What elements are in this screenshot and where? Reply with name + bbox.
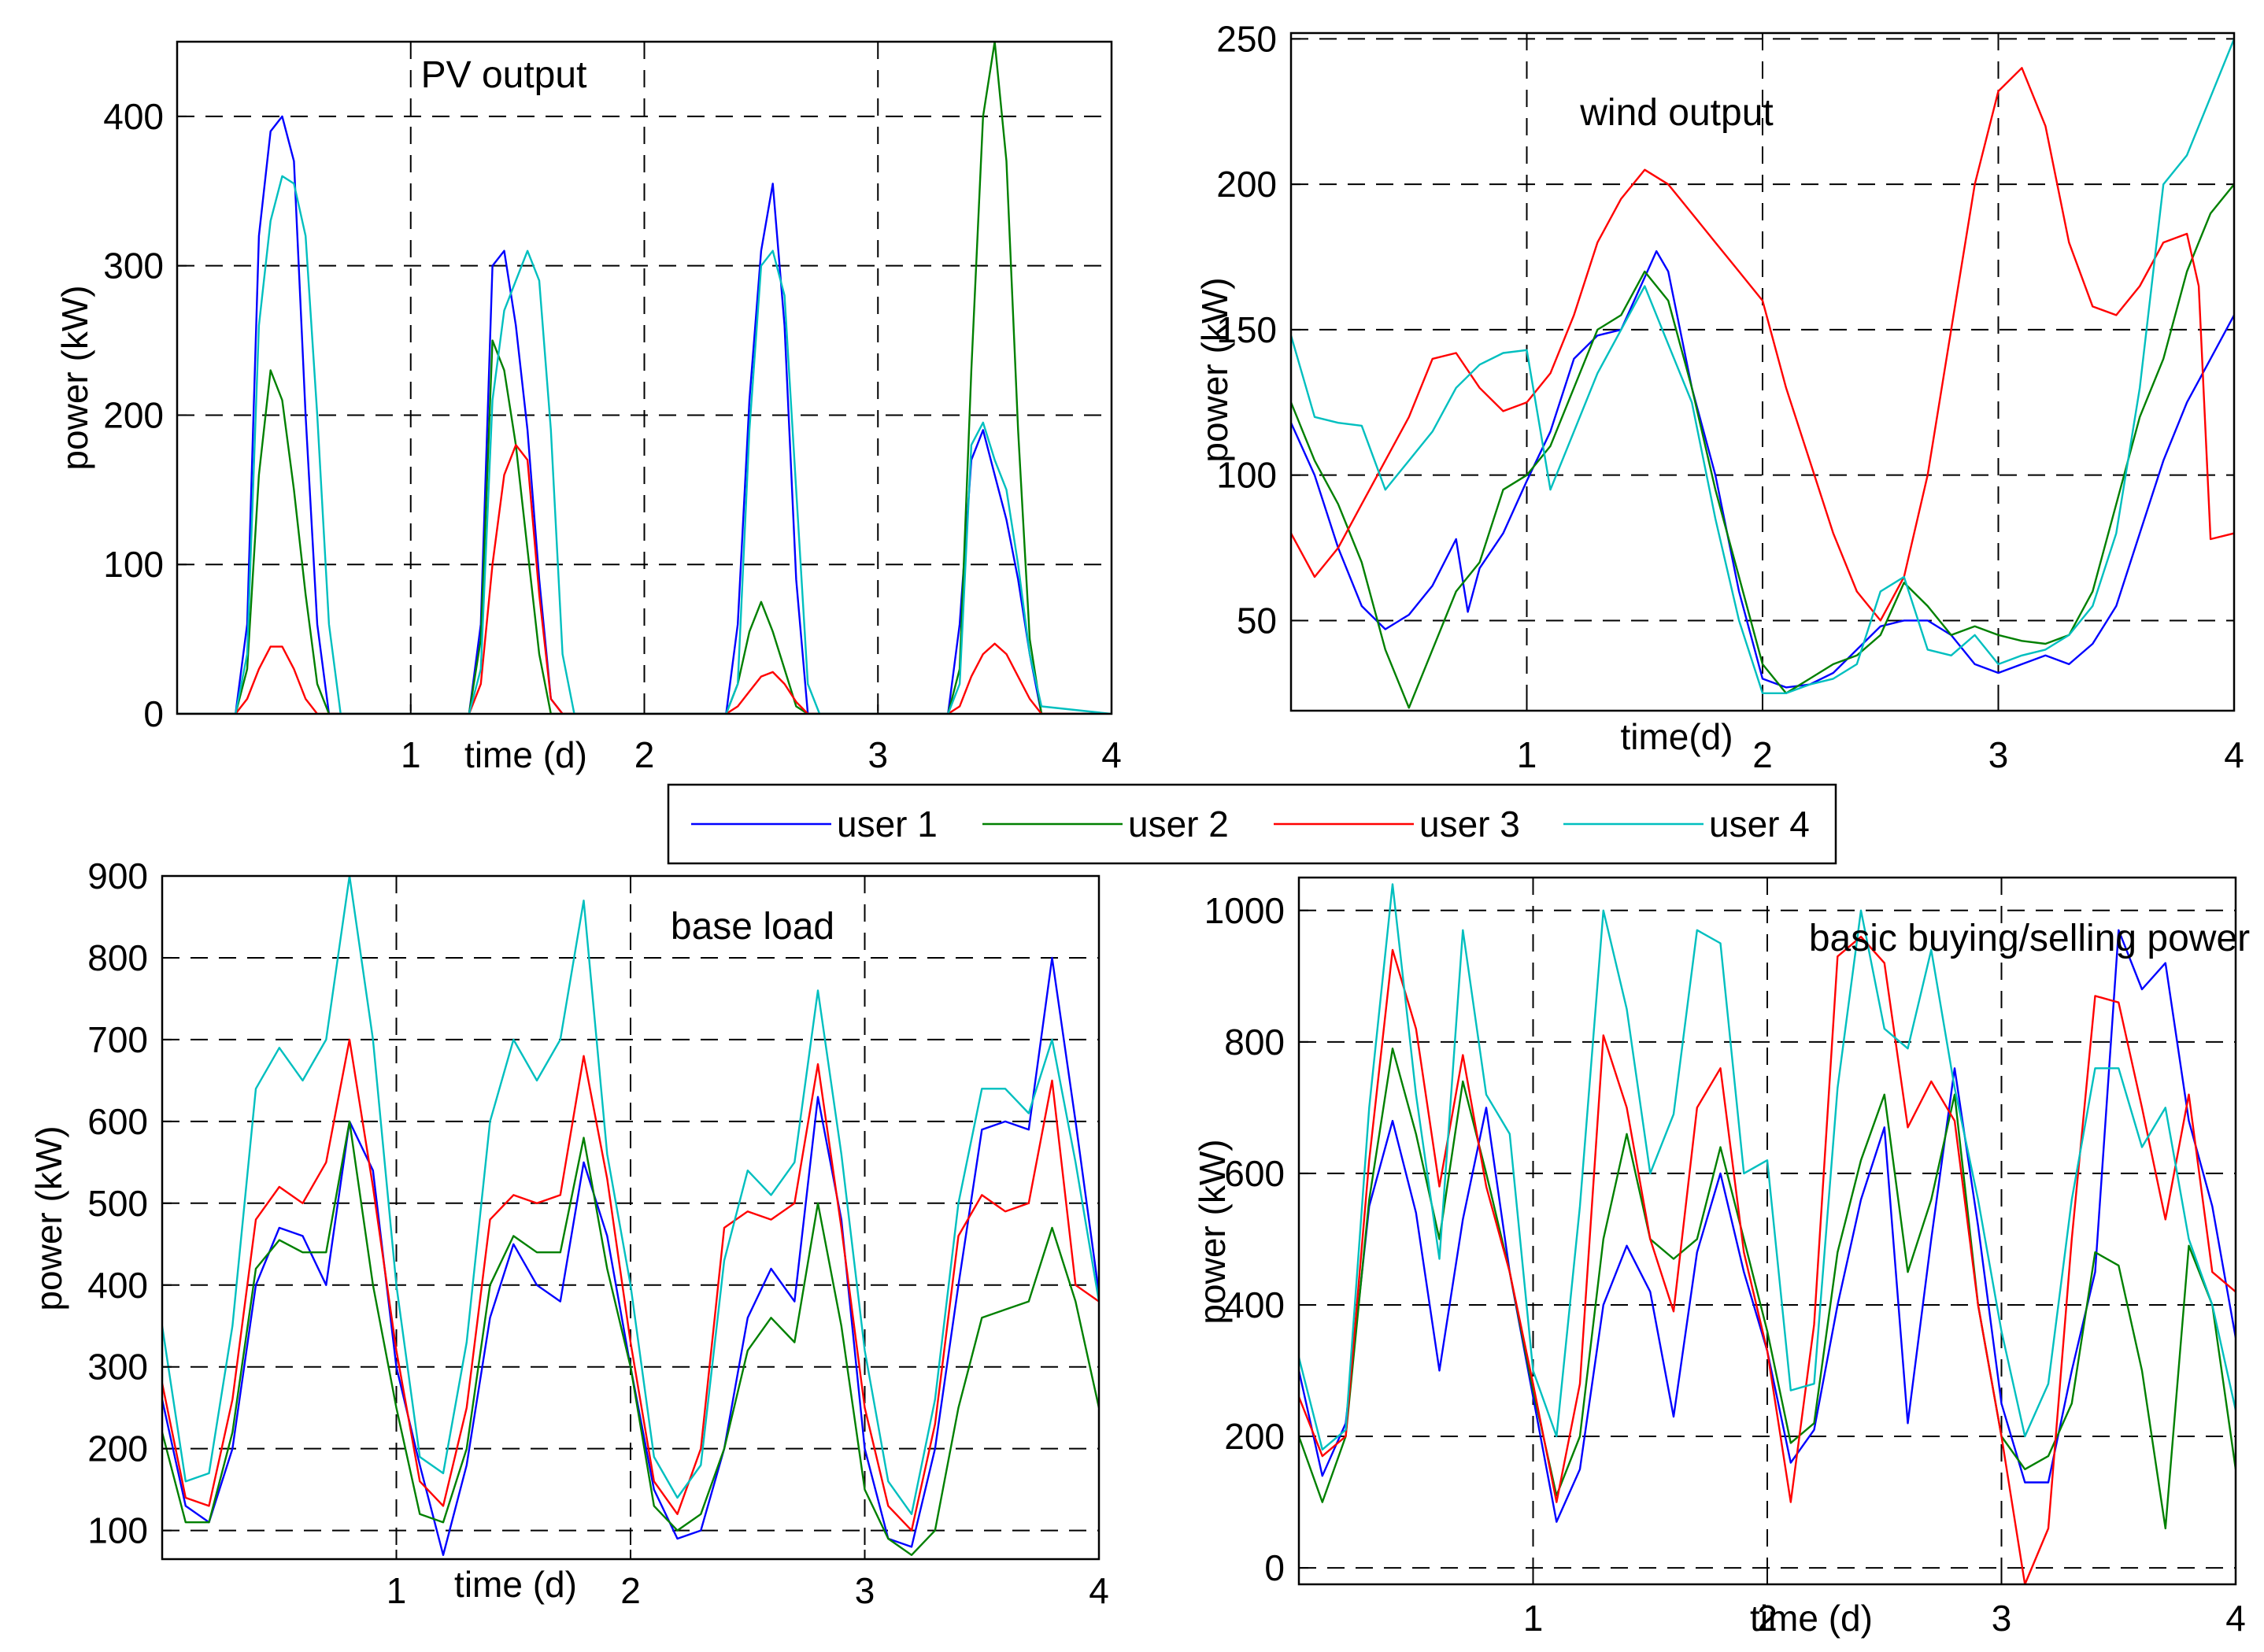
series-line-user-3 bbox=[1291, 67, 2234, 622]
y-tick-label: 1000 bbox=[1204, 890, 1285, 931]
base-load-panel: 1 2 3 4 100 200 300 400 500 600 700 800 900 base load… bbox=[28, 856, 1109, 1611]
legend: user 1 user 2 user 3 user 4 bbox=[667, 783, 1837, 865]
y-tick-label: 800 bbox=[1224, 1022, 1285, 1063]
series-line-user-1 bbox=[1291, 249, 2234, 689]
series-line-user-2 bbox=[177, 42, 1112, 714]
x-axis-label: time(d) bbox=[1620, 716, 1733, 757]
x-tick-label: 1 bbox=[387, 1570, 407, 1611]
legend-label: user 3 bbox=[1419, 804, 1520, 844]
plot-area bbox=[1291, 33, 2234, 711]
y-tick-label: 100 bbox=[103, 544, 164, 585]
y-tick-label: 250 bbox=[1216, 18, 1277, 59]
series-line-user-4 bbox=[162, 876, 1099, 1515]
y-tick-label: 800 bbox=[87, 937, 148, 978]
y-tick-label: 500 bbox=[87, 1183, 148, 1224]
x-tick-label: 3 bbox=[1992, 1598, 2012, 1639]
y-tick-label: 300 bbox=[87, 1347, 148, 1388]
y-tick-label: 400 bbox=[103, 96, 164, 137]
y-tick-label: 400 bbox=[87, 1265, 148, 1306]
x-axis-label: time (d) bbox=[1750, 1598, 1873, 1639]
y-axis-label: power (kW) bbox=[1194, 277, 1235, 462]
y-tick-label: 150 bbox=[1216, 309, 1277, 350]
series-line-user-4 bbox=[177, 175, 1112, 714]
y-tick-label: 600 bbox=[87, 1101, 148, 1142]
y-tick-label: 200 bbox=[1224, 1416, 1285, 1457]
y-tick-label: 100 bbox=[1216, 455, 1277, 496]
y-tick-label: 200 bbox=[103, 394, 164, 435]
buying-selling-power-panel: 1 2 3 4 0 200 400 600 800 1000 basic buying/sellin… bbox=[1192, 876, 2250, 1639]
legend-label: user 2 bbox=[1128, 804, 1229, 844]
legend-label: user 1 bbox=[837, 804, 938, 844]
series-line-user-2 bbox=[1291, 183, 2234, 709]
series-line-user-4 bbox=[1299, 883, 2236, 1451]
x-tick-label: 2 bbox=[620, 1570, 641, 1611]
x-tick-label: 4 bbox=[2225, 1598, 2246, 1639]
plot-area bbox=[177, 42, 1112, 714]
x-tick-label: 3 bbox=[867, 734, 888, 775]
x-tick-label: 1 bbox=[1517, 734, 1537, 775]
y-axis-label: power (kW) bbox=[1192, 1139, 1233, 1324]
y-tick-label: 0 bbox=[143, 693, 164, 734]
chart-title: base load bbox=[671, 906, 834, 948]
y-tick-label: 200 bbox=[1216, 164, 1277, 205]
x-tick-label: 2 bbox=[634, 734, 655, 775]
chart-title: basic buying/selling power bbox=[1809, 918, 2250, 959]
x-axis-label: time (d) bbox=[454, 1564, 577, 1605]
y-tick-label: 100 bbox=[87, 1510, 148, 1551]
series-line-user-3 bbox=[177, 444, 1112, 714]
legend-label: user 4 bbox=[1709, 804, 1810, 844]
y-tick-label: 700 bbox=[87, 1019, 148, 1060]
y-tick-label: 300 bbox=[103, 246, 164, 286]
x-tick-label: 1 bbox=[401, 734, 421, 775]
series-line-user-1 bbox=[177, 115, 1112, 714]
x-tick-label: 4 bbox=[1089, 1570, 1109, 1611]
y-tick-label: 600 bbox=[1224, 1153, 1285, 1194]
chart-title: PV output bbox=[421, 54, 587, 96]
y-tick-label: 50 bbox=[1237, 600, 1277, 641]
y-tick-label: 200 bbox=[87, 1428, 148, 1469]
series-line-user-4 bbox=[1291, 38, 2234, 694]
x-tick-label: 4 bbox=[1101, 734, 1122, 775]
wind-output-panel: 1 2 3 4 50 100 150 200 250 wind output time(d) powe… bbox=[1194, 18, 2244, 775]
y-axis-label: power (kW) bbox=[28, 1125, 69, 1310]
x-tick-label: 3 bbox=[855, 1570, 875, 1611]
chart-title: wind output bbox=[1579, 92, 1774, 134]
series-line-user-3 bbox=[162, 1038, 1099, 1532]
y-tick-label: 0 bbox=[1264, 1547, 1285, 1588]
x-axis-label: time (d) bbox=[464, 734, 587, 775]
y-axis-label: power (kW) bbox=[54, 285, 95, 470]
y-tick-label: 400 bbox=[1224, 1284, 1285, 1325]
x-tick-label: 3 bbox=[1988, 734, 2009, 775]
x-tick-label: 2 bbox=[1752, 734, 1773, 775]
pv-output-panel: 1 2 3 4 0 100 200 300 400 PV output time (d) power … bbox=[54, 40, 1122, 775]
y-tick-label: 900 bbox=[87, 856, 148, 896]
x-tick-label: 4 bbox=[2224, 734, 2244, 775]
series-line-user-2 bbox=[1299, 1048, 2236, 1530]
x-tick-label: 2 bbox=[1757, 1598, 1778, 1639]
x-tick-label: 1 bbox=[1523, 1598, 1544, 1639]
series-line-user-2 bbox=[162, 1120, 1099, 1556]
